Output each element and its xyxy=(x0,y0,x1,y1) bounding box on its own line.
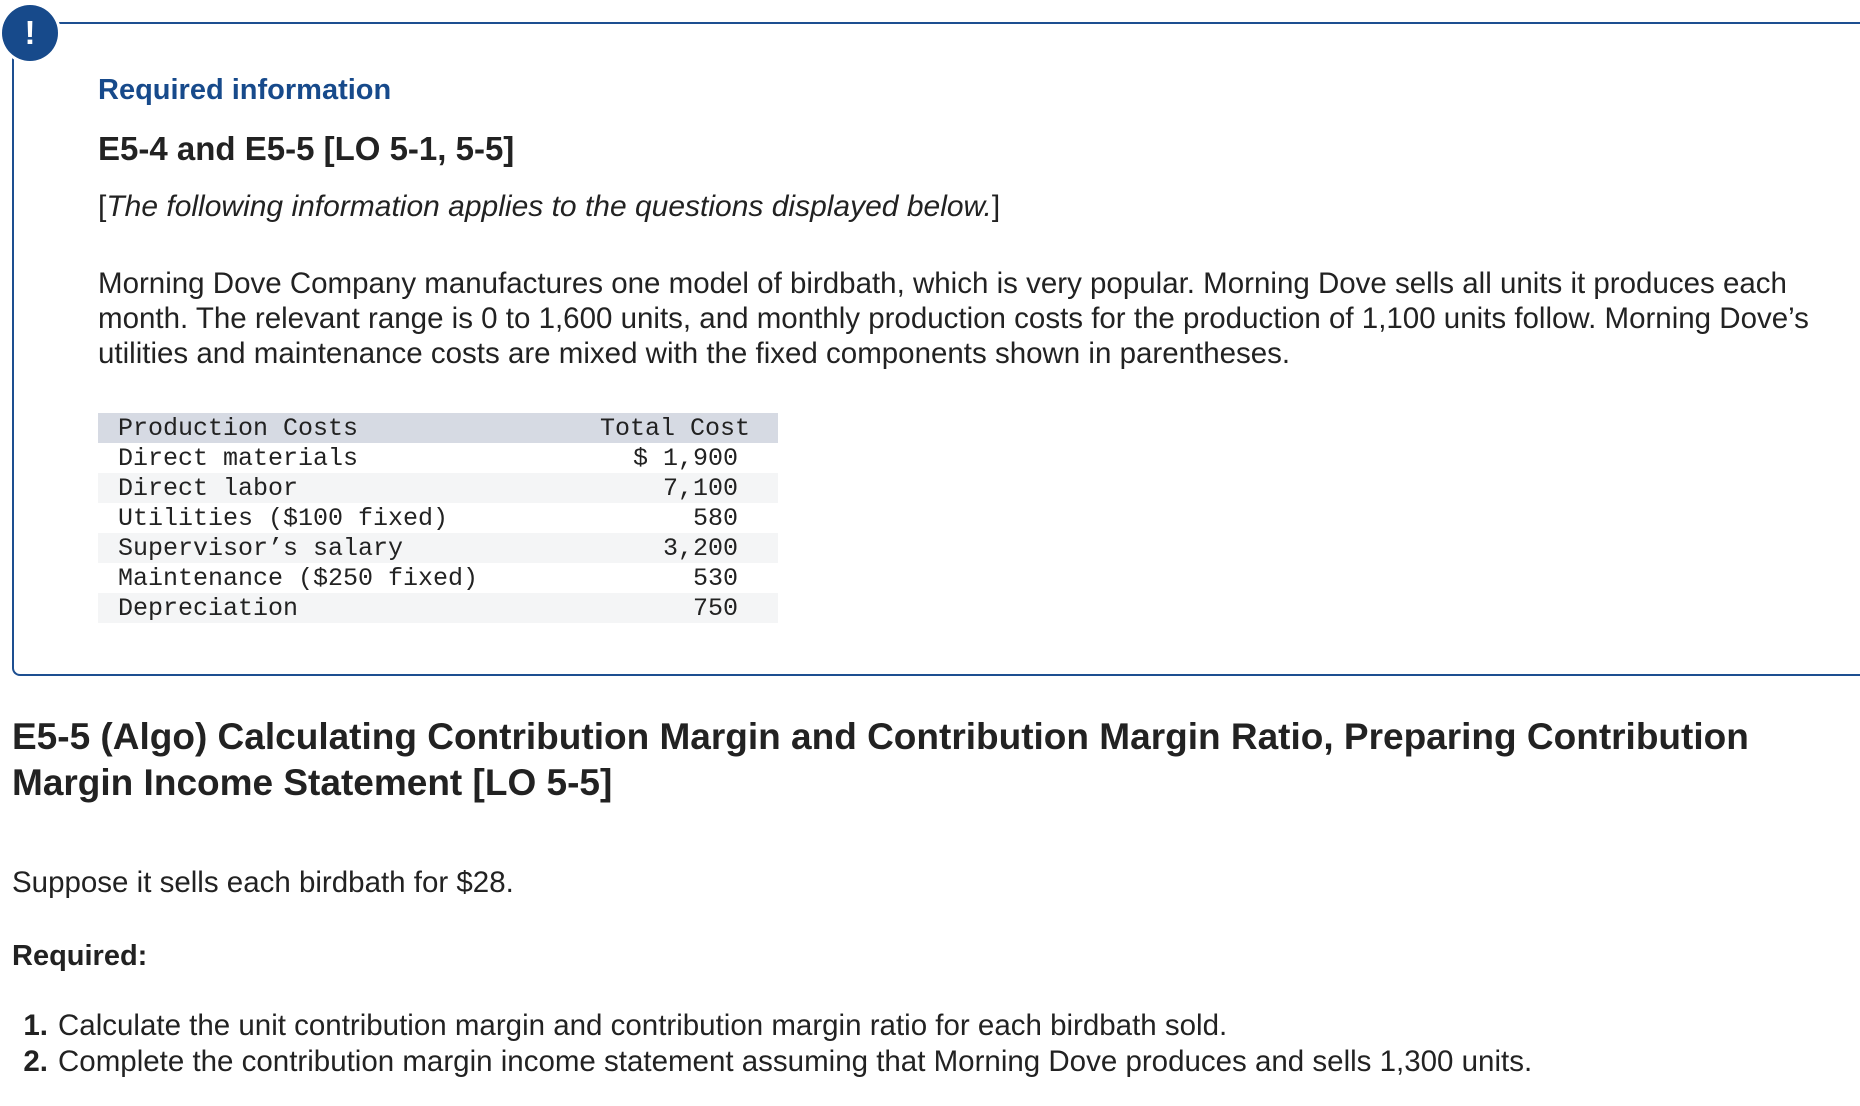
column-header-total-cost: Total Cost xyxy=(599,413,750,443)
requirement-number: 1. xyxy=(23,1009,48,1042)
list-item: 2. Complete the contribution margin incom… xyxy=(12,1044,1532,1080)
note-close-bracket: ] xyxy=(991,190,1001,223)
exercise-title: E5-5 (Algo) Calculating Contribution Mar… xyxy=(12,716,1749,803)
problem-reference-title: E5-4 and E5-5 [LO 5-1, 5-5] xyxy=(98,130,515,167)
cost-value: $ 1,900 xyxy=(632,443,738,473)
column-header-production-costs: Production Costs xyxy=(118,413,359,443)
requirements-list: 1. Calculate the unit contribution margin… xyxy=(12,1008,1532,1080)
table-header-row: Production Costs Total Cost xyxy=(98,413,778,443)
cost-value: 530 xyxy=(692,563,738,593)
list-item: 1. Calculate the unit contribution margin… xyxy=(12,1008,1532,1044)
cost-label: Supervisor’s salary xyxy=(118,533,404,563)
selling-price-prompt: Suppose it sells each birdbath for $28. xyxy=(12,866,514,899)
table-row: Maintenance ($250 fixed) 530 xyxy=(98,563,778,593)
cost-label: Direct labor xyxy=(118,473,299,503)
table-row: Supervisor’s salary 3,200 xyxy=(98,533,778,563)
table-row: Depreciation 750 xyxy=(98,593,778,623)
note-text: The following information applies to the… xyxy=(106,190,992,223)
requirement-number: 2. xyxy=(23,1045,48,1078)
cost-value: 3,200 xyxy=(662,533,738,563)
table-row: Direct labor 7,100 xyxy=(98,473,778,503)
requirement-text: Complete the contribution margin income … xyxy=(58,1045,1533,1078)
cost-value: 580 xyxy=(692,503,738,533)
requirement-text: Calculate the unit contribution margin a… xyxy=(58,1009,1228,1042)
required-label: Required: xyxy=(12,940,148,972)
cost-label: Utilities ($100 fixed) xyxy=(118,503,449,533)
cost-label: Depreciation xyxy=(118,593,299,623)
cost-value: 7,100 xyxy=(662,473,738,503)
production-costs-table: Production Costs Total Cost Direct mater… xyxy=(98,413,778,623)
alert-icon: ! xyxy=(2,5,58,61)
cost-value: 750 xyxy=(692,593,738,623)
table-row: Utilities ($100 fixed) 580 xyxy=(98,503,778,533)
required-information-panel xyxy=(12,22,1860,676)
required-information-heading: Required information xyxy=(98,74,392,106)
cost-label: Direct materials xyxy=(118,443,359,473)
note-open-bracket: [ xyxy=(98,190,107,223)
applies-note: [The following information applies to th… xyxy=(98,190,1000,224)
intro-paragraph: Morning Dove Company manufactures one mo… xyxy=(98,267,1809,370)
table-row: Direct materials $ 1,900 xyxy=(98,443,778,473)
cost-label: Maintenance ($250 fixed) xyxy=(118,563,479,593)
